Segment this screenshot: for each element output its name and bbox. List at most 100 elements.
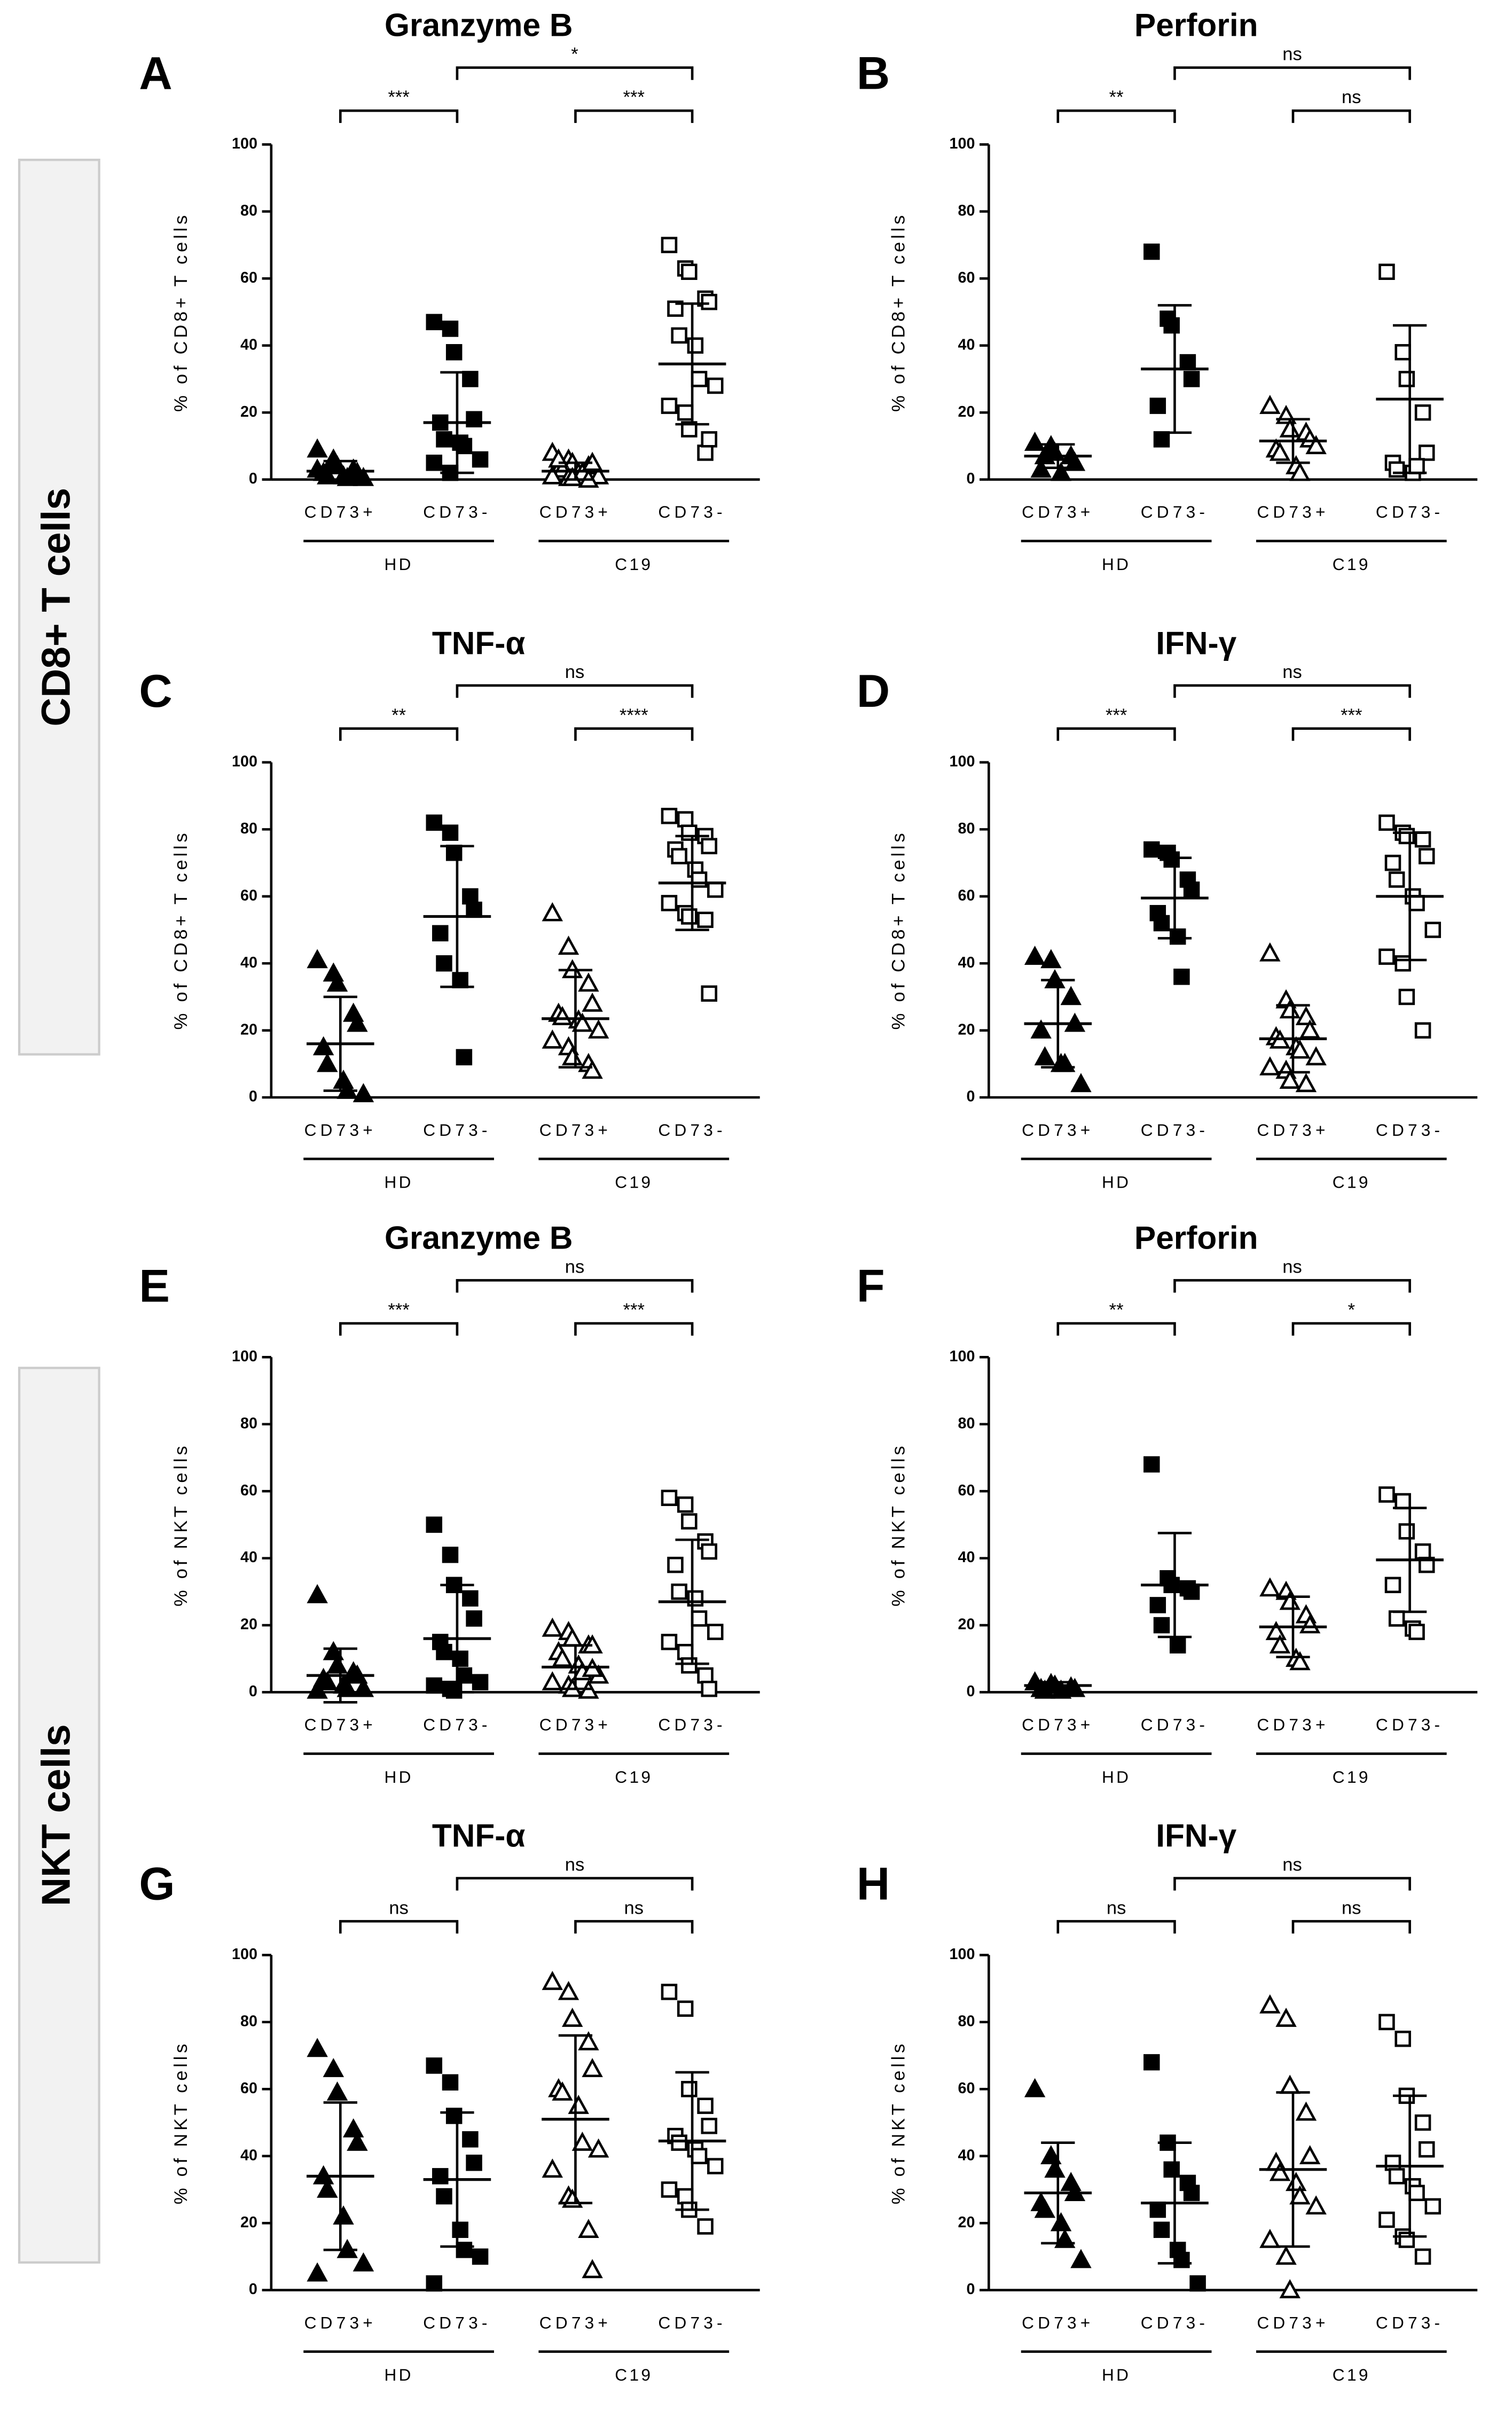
data-point [1269,1634,1291,1654]
x-tick-label: CD73+ [1022,2313,1094,2332]
panel-letter: B [857,48,890,99]
data-point [691,371,708,387]
data-point [1279,2279,1301,2298]
data-point [1408,2185,1425,2201]
data-point [1279,2074,1301,2094]
data-point [1183,371,1200,387]
significance-bracket [1291,109,1411,123]
data-point [1024,946,1046,965]
data-point [587,2138,609,2158]
data-point [677,1643,694,1660]
sd-bar [1157,304,1192,434]
sd-bar [558,1644,593,1690]
data-point [472,2248,489,2265]
panel-letter: H [857,1859,890,1910]
data-point [1384,1577,1401,1594]
data-point [466,411,482,427]
panel-letter: C [139,666,172,717]
data-point [578,2219,599,2238]
group-label: HD [1102,1173,1131,1192]
data-point [1024,2078,1046,2097]
panel: Granzyme B E 0 20 40 60 80 100 % of NKT cells CD7… [139,1220,760,1787]
y-tick-label: 20 [958,403,975,420]
panel-title: IFN-γ [1156,625,1236,661]
x-tick-label: CD73- [423,502,491,521]
x-tick-label: CD73+ [1257,1715,1329,1734]
data-point [552,1005,573,1025]
data-point [1414,831,1431,848]
y-tick-label: 80 [240,820,257,837]
panel: Granzyme B A 0 20 40 60 80 100 % of CD8+ T cells… [139,7,760,574]
data-point [542,1029,563,1049]
data-point [677,404,694,421]
data-point [578,2031,599,2050]
data-point [542,1671,563,1690]
data-point [1070,1073,1092,1093]
y-tick-label: 60 [240,269,257,286]
data-point [317,1671,338,1690]
data-point [1143,2054,1160,2071]
sd-bar [323,1647,357,1704]
data-point [671,327,687,344]
data-point [1149,397,1166,414]
data-point [317,1052,338,1072]
data-point [1070,2249,1092,2268]
significance-label: *** [623,87,645,107]
data-point [307,949,328,969]
x-tick-label: CD73- [1141,502,1209,521]
y-tick-label: 0 [249,1683,257,1700]
data-point [681,1657,698,1674]
data-point [1424,922,1442,938]
data-point [456,438,473,455]
significance-bracket [339,1322,459,1336]
data-point [1378,948,1395,965]
panel: TNF-α G 0 20 40 60 80 100 % of NKT cells CD73+ CD7… [139,1818,760,2384]
x-tick-label: CD73+ [1257,502,1329,521]
data-point [697,911,714,928]
significance-bracket [1173,1279,1411,1293]
data-point [426,2275,443,2292]
data-point [452,1650,468,1667]
group-label: C19 [615,555,653,574]
y-tick-label: 100 [232,1946,257,1963]
data-point [307,2038,328,2057]
panel-title: IFN-γ [1156,1818,1236,1854]
significance-label: ** [1109,87,1124,107]
data-point [312,1036,334,1056]
data-point [691,1610,708,1627]
data-point [1034,2198,1056,2218]
data-point [436,1643,452,1660]
data-point [1050,462,1072,481]
data-point [1414,2248,1431,2265]
data-point [542,2158,563,2178]
significance-label: ns [1107,1898,1126,1918]
data-point [1153,1617,1170,1634]
y-tick-label: 80 [240,202,257,219]
group-label: C19 [615,1767,653,1787]
significance-bracket [574,1322,694,1336]
x-tick-label: CD73- [1141,1715,1209,1734]
sd-bar [1276,1595,1310,1658]
data-point [462,1590,479,1607]
sd-bar [675,834,709,931]
data-point [1034,1046,1056,1066]
y-tick-label: 20 [240,2214,257,2231]
data-point [1259,1994,1281,2014]
x-tick-label: CD73+ [1257,1120,1329,1140]
group-label: HD [1102,1767,1131,1787]
data-point [1395,955,1411,972]
data-point [326,972,348,992]
data-point [1388,2168,1405,2185]
significance-bracket [456,1279,694,1293]
data-point [701,1680,718,1697]
data-point [333,2205,354,2225]
significance-label: ns [565,1257,584,1277]
data-point [1408,1624,1425,1640]
significance-bracket [1056,1920,1176,1934]
significance-bracket [574,1920,694,1934]
data-point [432,2168,449,2185]
data-point [442,321,459,337]
x-tick-label: CD73- [1141,2313,1209,2332]
row-label-box [18,159,100,1056]
row-label-box [18,1367,100,2264]
